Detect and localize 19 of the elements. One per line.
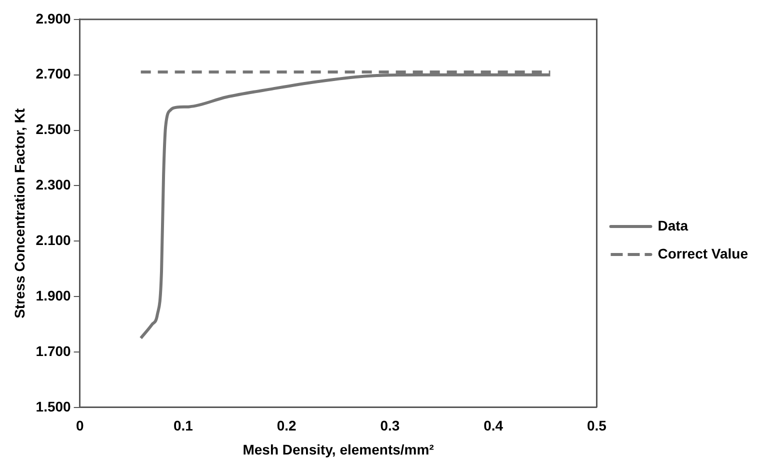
y-tick-label: 2.900 (36, 10, 72, 26)
x-axis-title: Mesh Density, elements/mm² (242, 441, 434, 458)
x-tick-label: 0.2 (276, 418, 297, 434)
y-tick-label: 2.500 (36, 121, 72, 138)
legend-label: Correct Value (658, 245, 748, 262)
x-tick-label: 0 (76, 418, 84, 434)
x-tick-label: 0.3 (380, 418, 400, 434)
line-series (139, 73, 552, 340)
x-tick-label: 0.1 (173, 418, 194, 434)
y-tick-label: 1.500 (36, 398, 72, 414)
y-tick-label: 1.700 (36, 342, 72, 359)
y-axis-title: Stress Concentration Factor, Kt (11, 108, 28, 318)
y-tick-label: 2.700 (36, 66, 72, 82)
x-tick-label: 0.5 (587, 418, 607, 434)
legend-label: Data (658, 217, 688, 234)
x-tick-label: 0.4 (484, 418, 504, 434)
y-tick-label: 1.900 (36, 287, 72, 304)
y-tick-label: 2.100 (36, 232, 72, 248)
y-tick-label: 2.300 (36, 176, 72, 193)
